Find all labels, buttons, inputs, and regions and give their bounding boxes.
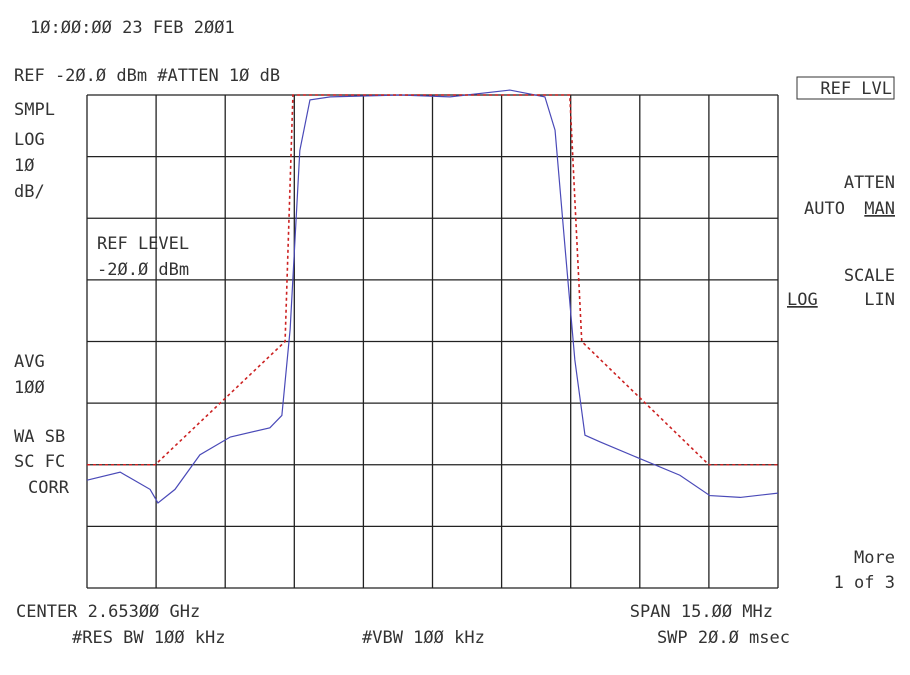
- timestamp: 1Ø:ØØ:ØØ 23 FEB 2ØØ1: [30, 18, 235, 38]
- annotation: CORR: [28, 478, 70, 498]
- annotation: WA SB: [14, 427, 65, 447]
- annotation: dB/: [14, 182, 45, 202]
- annotation: LOG: [14, 130, 45, 150]
- footer-text: #RES BW 1ØØ kHz: [72, 628, 226, 648]
- footer-text: CENTER 2.653ØØ GHz: [16, 602, 200, 622]
- softkey[interactable]: SCALE: [844, 266, 895, 286]
- softkey[interactable]: ATTEN: [844, 173, 895, 193]
- ref-line: REF -2Ø.Ø dBm #ATTEN 1Ø dB: [14, 66, 280, 86]
- softkey[interactable]: More: [854, 548, 895, 568]
- annotation: 1Ø: [14, 156, 34, 176]
- softkey[interactable]: AUTO: [804, 199, 845, 219]
- marker-text: -2Ø.Ø dBm: [97, 260, 189, 280]
- marker-text: REF LEVEL: [97, 234, 189, 254]
- softkey[interactable]: 1 of 3: [834, 573, 895, 593]
- annotation: AVG: [14, 352, 45, 372]
- annotation: 1ØØ: [14, 378, 45, 398]
- annotation: SMPL: [14, 100, 55, 120]
- annotation: SC FC: [14, 452, 65, 472]
- series-line: [87, 94, 778, 466]
- softkey[interactable]: LOG: [787, 290, 818, 310]
- softkey-box[interactable]: [796, 76, 895, 100]
- softkey[interactable]: MAN: [864, 199, 895, 219]
- footer-text: SPAN 15.ØØ MHz: [630, 602, 773, 622]
- footer-text: #VBW 1ØØ kHz: [362, 628, 485, 648]
- footer-text: SWP 2Ø.Ø msec: [657, 628, 790, 648]
- softkey[interactable]: LIN: [864, 290, 895, 310]
- softkey[interactable]: REF LVL: [820, 79, 892, 99]
